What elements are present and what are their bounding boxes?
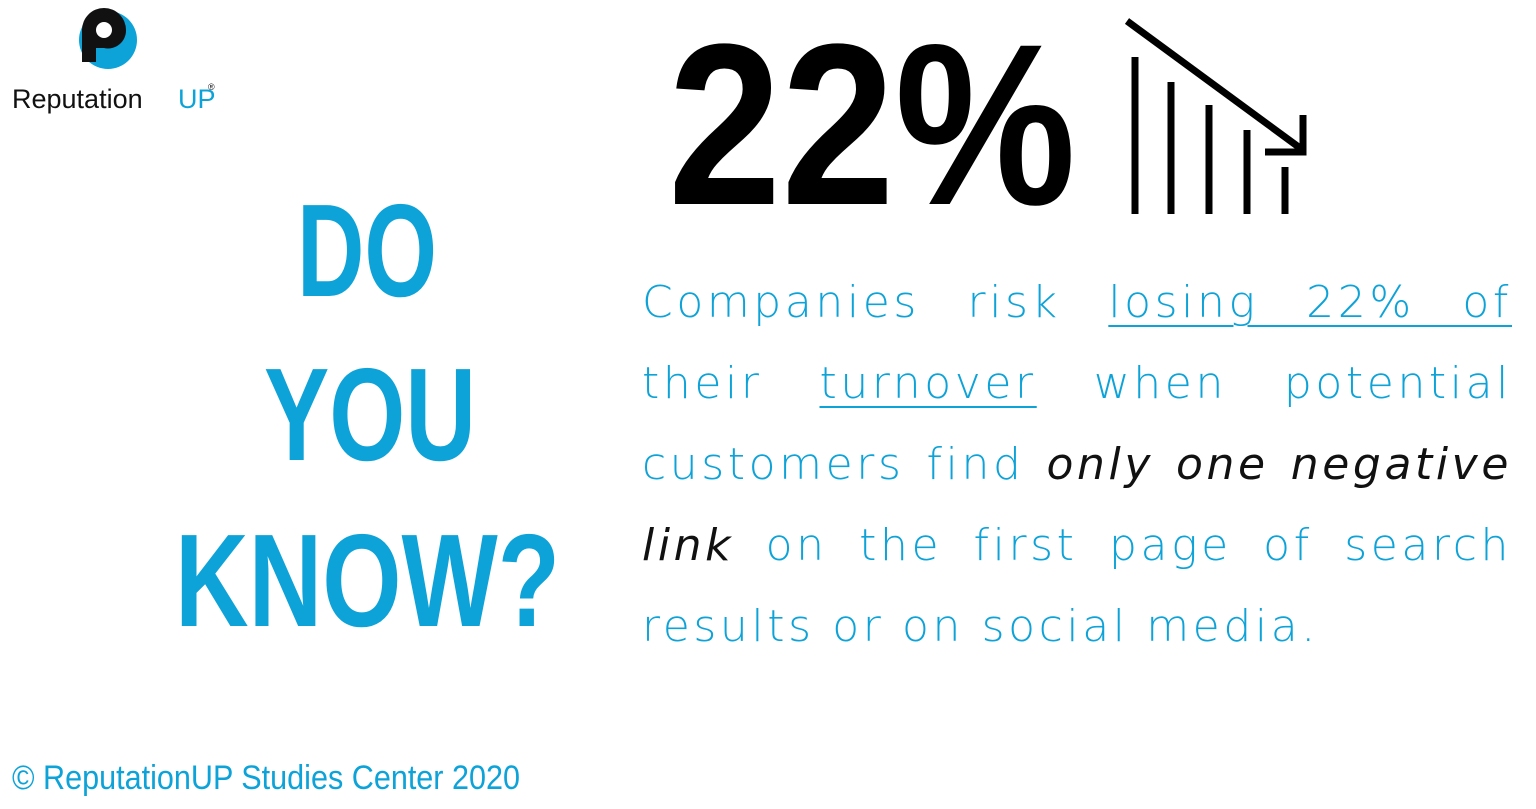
text-segment: their xyxy=(642,358,820,409)
logo-accent: UP xyxy=(178,84,216,114)
headline-line: DO xyxy=(297,177,437,324)
text-segment: when potential customers find xyxy=(642,358,1512,490)
headline-line: KNOW? xyxy=(175,507,560,654)
headline-line: YOU xyxy=(264,341,476,488)
footer-credit: © ReputationUP Studies Center 2020 xyxy=(12,759,520,797)
decline-icon xyxy=(1124,18,1307,214)
logo-name: Reputation xyxy=(12,84,143,114)
text-segment: losing 22% of xyxy=(1108,277,1512,328)
text-segment: on the first page of search results or o… xyxy=(642,520,1512,652)
text-segment: turnover xyxy=(819,358,1037,409)
stat-number: 22% xyxy=(668,0,1076,253)
logo-mark: ® xyxy=(208,82,215,92)
text-segment: Companies risk xyxy=(642,277,1109,328)
logo-icon xyxy=(79,8,137,69)
description: Companies risk losing 22% of their turno… xyxy=(642,262,1512,667)
text-segment: only one negative link xyxy=(642,439,1512,571)
